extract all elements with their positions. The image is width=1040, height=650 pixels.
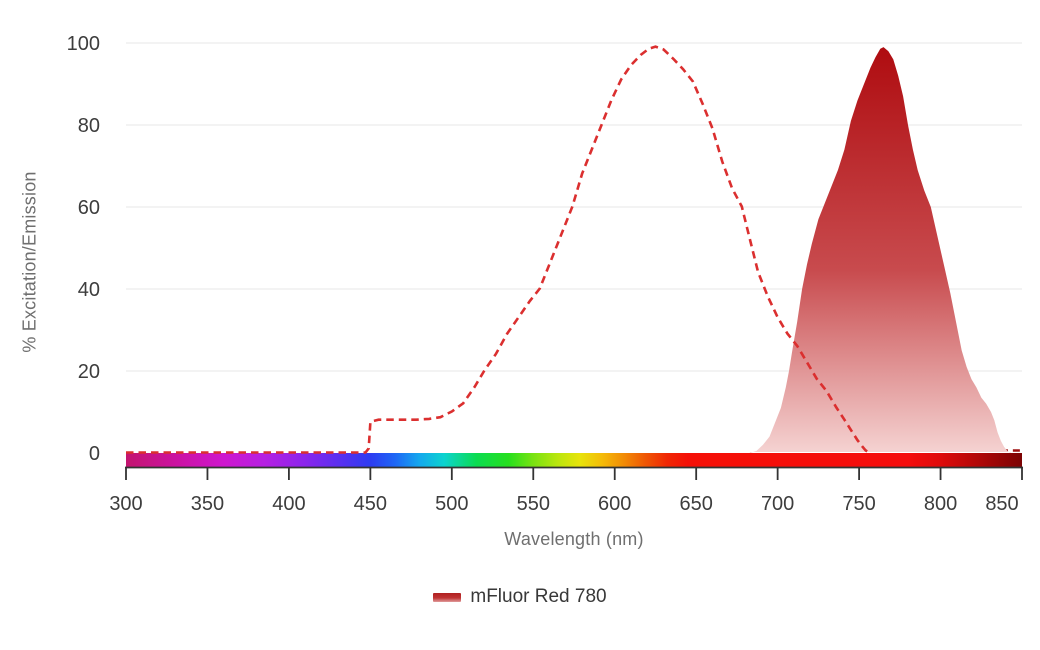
x-tick-label: 750 — [842, 493, 875, 515]
wavelength-spectrum-bar — [126, 453, 1022, 467]
y-tick-label: 60 — [78, 197, 100, 219]
y-tick-label: 80 — [78, 115, 100, 137]
x-tick-label: 400 — [272, 493, 305, 515]
x-tick-label: 800 — [924, 493, 957, 515]
chart-legend: mFluor Red 780 — [0, 586, 1040, 608]
y-tick-label: 20 — [78, 361, 100, 383]
y-axis-title: % Excitation/Emission — [19, 171, 40, 353]
x-tick-label: 300 — [109, 493, 142, 515]
emission-area — [749, 47, 1011, 453]
x-tick-label: 700 — [761, 493, 794, 515]
x-tick-label: 650 — [679, 493, 712, 515]
x-tick-label: 850 — [985, 493, 1018, 515]
legend-label: mFluor Red 780 — [470, 586, 607, 607]
legend-swatch-icon — [433, 592, 462, 602]
legend-item[interactable]: mFluor Red 780 — [433, 586, 607, 608]
y-tick-label: 100 — [67, 33, 100, 55]
x-tick-label: 450 — [354, 493, 387, 515]
y-tick-label: 0 — [89, 443, 100, 465]
y-tick-label: 40 — [78, 279, 100, 301]
x-tick-label: 600 — [598, 493, 631, 515]
x-tick-label: 350 — [191, 493, 224, 515]
excitation-curve-dashed — [126, 45, 870, 454]
x-axis-title: Wavelength (nm) — [504, 529, 644, 549]
x-tick-label: 500 — [435, 493, 468, 515]
x-tick-label: 550 — [517, 493, 550, 515]
